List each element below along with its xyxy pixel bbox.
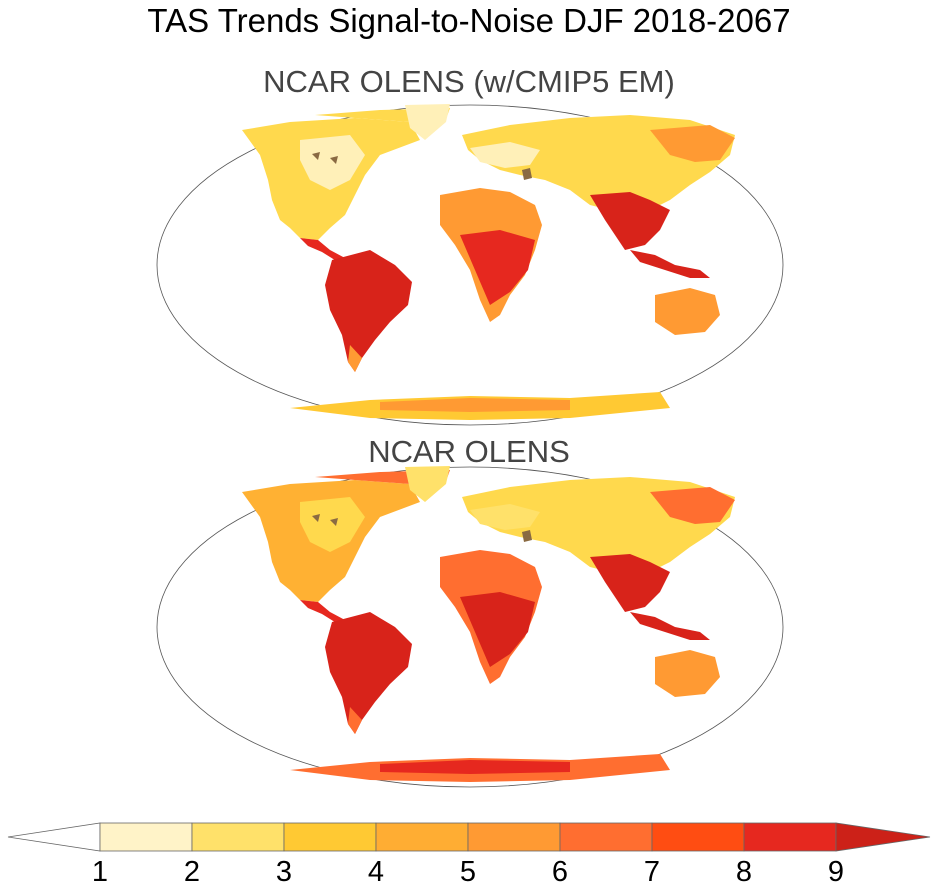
colorbar-box [375, 822, 469, 852]
figure-title: TAS Trends Signal-to-Noise DJF 2018-2067 [147, 2, 791, 39]
colorbar-tick-label: 8 [736, 856, 752, 888]
africa-central [460, 230, 535, 305]
colorbar-tick-label: 4 [368, 856, 384, 888]
colorbar-upper-triangle [835, 822, 931, 852]
great-lakes [312, 152, 338, 164]
south-america-tip [348, 345, 362, 372]
south-america [325, 612, 412, 734]
colorbar-tick-label: 6 [552, 856, 568, 888]
greenland [405, 104, 450, 140]
greenland [405, 466, 450, 502]
africa-central [460, 592, 535, 667]
siberia-high [650, 125, 735, 162]
north-america-core [300, 135, 365, 190]
colorbar-box [743, 822, 837, 852]
antarctica-edge [380, 760, 570, 774]
caspian-sea [522, 168, 532, 180]
colorbar-boxes [7, 822, 931, 852]
europe [470, 142, 540, 168]
colorbar-tick-label: 3 [276, 856, 292, 888]
colorbar: 1 2 3 4 5 6 7 8 9 [7, 822, 931, 888]
colorbar-lower-triangle [7, 822, 101, 852]
colorbar-box [559, 822, 653, 852]
colorbar-box [651, 822, 745, 852]
colorbar-labels: 1 2 3 4 5 6 7 8 9 [92, 856, 844, 888]
siberia-high [650, 487, 735, 524]
colorbar-box [191, 822, 285, 852]
north-america-core [300, 497, 365, 552]
panel-2-title: NCAR OLENS [368, 434, 570, 469]
panel-1-title: NCAR OLENS (w/CMIP5 EM) [263, 64, 675, 99]
south-asia [590, 554, 670, 612]
australia [655, 650, 720, 697]
colorbar-tick-label: 2 [184, 856, 200, 888]
caspian-sea [522, 530, 532, 542]
colorbar-tick-label: 7 [644, 856, 660, 888]
central-america [300, 238, 350, 265]
colorbar-box [99, 822, 193, 852]
europe [470, 504, 540, 530]
colorbar-tick-label: 9 [828, 856, 844, 888]
colorbar-tick-label: 5 [460, 856, 476, 888]
south-america [325, 250, 412, 372]
map-panel-1 [156, 104, 784, 426]
maritime-continent [630, 612, 710, 640]
colorbar-box [283, 822, 377, 852]
south-asia [590, 192, 670, 250]
antarctica-edge [380, 398, 570, 412]
great-lakes [312, 514, 338, 526]
map-panel-2 [156, 466, 784, 788]
south-america-tip [348, 707, 362, 734]
colorbar-box [467, 822, 561, 852]
colorbar-tick-label: 1 [92, 856, 108, 888]
australia [655, 288, 720, 335]
central-america [300, 600, 350, 627]
maritime-continent [630, 250, 710, 278]
